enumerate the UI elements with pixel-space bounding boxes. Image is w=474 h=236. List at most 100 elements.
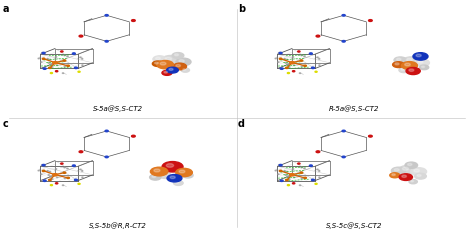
Circle shape bbox=[176, 168, 192, 177]
Circle shape bbox=[80, 169, 81, 170]
Circle shape bbox=[279, 52, 282, 54]
Circle shape bbox=[406, 67, 420, 75]
Circle shape bbox=[300, 172, 303, 173]
Circle shape bbox=[82, 65, 83, 66]
Circle shape bbox=[290, 62, 294, 64]
Circle shape bbox=[301, 178, 302, 179]
Circle shape bbox=[164, 71, 167, 73]
Circle shape bbox=[182, 173, 193, 178]
Circle shape bbox=[157, 60, 173, 69]
Circle shape bbox=[176, 64, 181, 67]
Circle shape bbox=[155, 62, 158, 64]
Circle shape bbox=[105, 15, 108, 16]
Circle shape bbox=[287, 176, 288, 177]
Circle shape bbox=[43, 180, 46, 181]
Circle shape bbox=[287, 72, 290, 74]
Circle shape bbox=[417, 174, 421, 177]
Circle shape bbox=[399, 174, 412, 181]
Circle shape bbox=[293, 65, 295, 66]
Circle shape bbox=[301, 55, 302, 56]
Circle shape bbox=[284, 58, 285, 59]
Circle shape bbox=[74, 67, 77, 69]
Circle shape bbox=[174, 54, 179, 56]
Circle shape bbox=[50, 72, 53, 74]
Circle shape bbox=[179, 60, 184, 62]
Circle shape bbox=[319, 177, 320, 178]
Circle shape bbox=[406, 59, 412, 61]
Circle shape bbox=[304, 168, 305, 169]
Text: S-5a@S,S-CT2: S-5a@S,S-CT2 bbox=[92, 105, 143, 112]
Circle shape bbox=[395, 63, 399, 65]
Circle shape bbox=[409, 69, 414, 71]
Circle shape bbox=[48, 67, 51, 68]
Circle shape bbox=[61, 163, 63, 164]
Circle shape bbox=[317, 57, 318, 58]
Circle shape bbox=[73, 165, 75, 166]
Circle shape bbox=[293, 177, 295, 178]
Circle shape bbox=[50, 64, 52, 65]
Circle shape bbox=[48, 179, 51, 181]
Circle shape bbox=[278, 174, 279, 175]
Circle shape bbox=[292, 183, 295, 184]
Circle shape bbox=[414, 169, 419, 172]
Circle shape bbox=[415, 173, 426, 179]
Circle shape bbox=[415, 59, 429, 66]
Text: R-5a@S,S-CT2: R-5a@S,S-CT2 bbox=[329, 105, 380, 112]
Circle shape bbox=[401, 62, 418, 69]
Circle shape bbox=[286, 171, 288, 172]
Circle shape bbox=[298, 51, 300, 52]
Circle shape bbox=[285, 179, 288, 181]
Circle shape bbox=[50, 185, 53, 186]
Circle shape bbox=[287, 185, 290, 186]
Circle shape bbox=[55, 183, 58, 184]
Text: a: a bbox=[2, 4, 9, 13]
Text: d: d bbox=[238, 119, 245, 129]
Circle shape bbox=[310, 165, 312, 166]
Circle shape bbox=[173, 63, 186, 70]
Circle shape bbox=[165, 57, 172, 60]
Circle shape bbox=[403, 57, 419, 65]
Circle shape bbox=[298, 163, 300, 164]
Circle shape bbox=[409, 180, 417, 184]
Circle shape bbox=[286, 59, 288, 60]
Circle shape bbox=[279, 164, 282, 166]
Circle shape bbox=[162, 162, 183, 172]
Circle shape bbox=[153, 56, 166, 63]
Circle shape bbox=[49, 59, 51, 60]
Circle shape bbox=[290, 174, 294, 176]
Circle shape bbox=[162, 55, 180, 65]
Circle shape bbox=[397, 58, 401, 60]
Circle shape bbox=[47, 58, 48, 59]
Circle shape bbox=[47, 170, 48, 171]
Circle shape bbox=[150, 167, 168, 176]
Circle shape bbox=[161, 173, 165, 176]
Circle shape bbox=[401, 69, 404, 70]
Circle shape bbox=[181, 68, 190, 72]
Circle shape bbox=[369, 135, 372, 137]
Circle shape bbox=[50, 176, 51, 177]
Circle shape bbox=[55, 71, 58, 72]
Circle shape bbox=[169, 68, 173, 70]
Circle shape bbox=[80, 57, 81, 58]
Circle shape bbox=[408, 163, 412, 165]
Circle shape bbox=[316, 151, 320, 153]
Circle shape bbox=[64, 167, 65, 168]
Circle shape bbox=[61, 51, 63, 52]
Circle shape bbox=[304, 56, 305, 57]
Circle shape bbox=[280, 180, 283, 181]
Circle shape bbox=[392, 167, 406, 174]
Circle shape bbox=[311, 179, 314, 181]
Circle shape bbox=[292, 71, 295, 72]
Circle shape bbox=[405, 63, 410, 66]
Circle shape bbox=[154, 169, 160, 172]
Text: S,S-5c@S,S-CT2: S,S-5c@S,S-CT2 bbox=[326, 222, 383, 229]
Circle shape bbox=[279, 58, 282, 59]
Circle shape bbox=[79, 151, 83, 153]
Circle shape bbox=[421, 66, 425, 67]
Circle shape bbox=[159, 172, 171, 178]
Circle shape bbox=[42, 164, 45, 166]
Circle shape bbox=[105, 156, 108, 158]
Circle shape bbox=[166, 164, 173, 167]
Circle shape bbox=[64, 66, 65, 67]
Circle shape bbox=[418, 61, 423, 63]
